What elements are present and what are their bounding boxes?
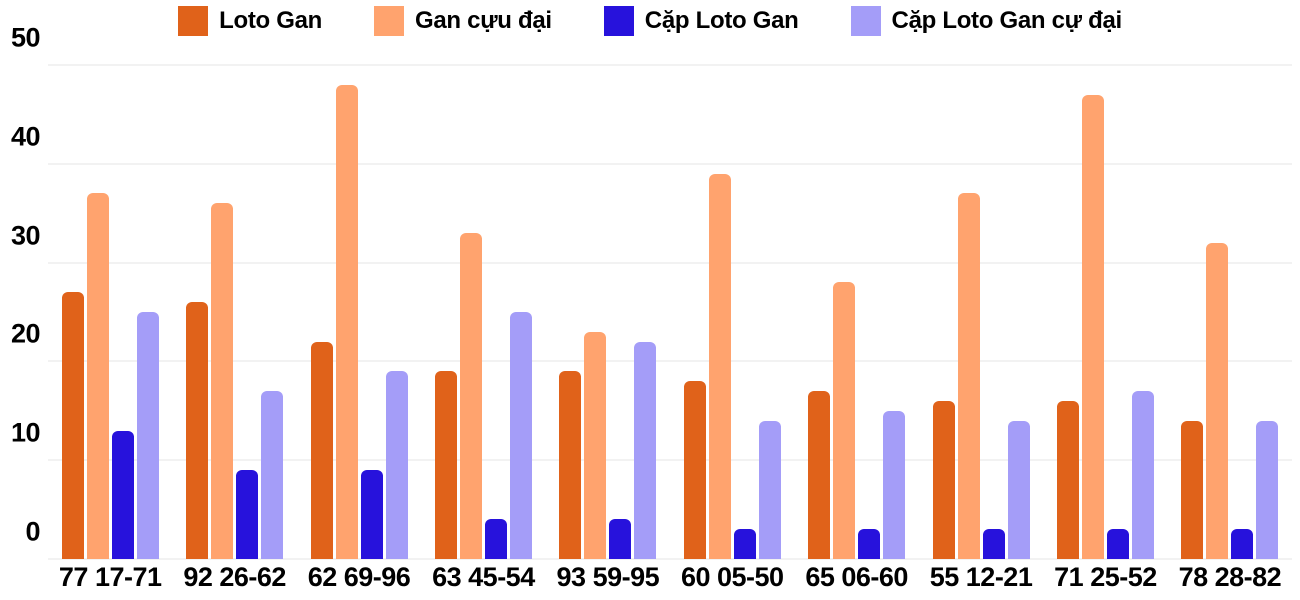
bar-series-3-group-1[interactable] [111, 430, 134, 559]
x-axis-category-label: 78 28-82 [1178, 562, 1282, 592]
legend: Loto Gan Gan cựu đại Cặp Loto Gan Cặp Loto … [0, 6, 1300, 36]
bar-group [670, 65, 794, 559]
bar-series-2-group-8[interactable] [957, 193, 980, 559]
x-axis-category-label: 65 06-60 [805, 562, 908, 592]
gridline [48, 459, 1292, 461]
bar-series-4-group-2[interactable] [261, 391, 284, 559]
bar-series-4-group-1[interactable] [136, 312, 159, 559]
bar-series-3-group-2[interactable] [236, 470, 259, 559]
legend-label: Gan cựu đại [415, 7, 552, 34]
bar-series-3-group-9[interactable] [1106, 529, 1129, 559]
bar-series-2-group-3[interactable] [335, 84, 358, 559]
bar-series-1-group-10[interactable] [1181, 420, 1204, 559]
legend-swatch-icon [850, 6, 881, 36]
gridline [48, 64, 1292, 66]
bar-series-1-group-1[interactable] [61, 292, 84, 559]
bar-series-1-group-6[interactable] [683, 381, 706, 559]
bar-group [172, 65, 296, 559]
bar-groups [48, 65, 1292, 559]
bar-series-2-group-9[interactable] [1081, 94, 1104, 559]
bar-series-3-group-7[interactable] [858, 529, 881, 559]
y-axis-tick-label: 10 [10, 417, 41, 448]
bar-series-2-group-5[interactable] [584, 331, 607, 559]
legend-label: Cặp Loto Gan cự đại [891, 7, 1123, 34]
gridline [48, 262, 1292, 264]
x-axis-category-label: 71 25-52 [1054, 562, 1157, 592]
y-axis-tick-label: 20 [10, 318, 41, 349]
bar-series-3-group-6[interactable] [733, 529, 756, 559]
legend-swatch-icon [603, 6, 634, 36]
bar-group [546, 65, 670, 559]
bar-series-4-group-10[interactable] [1256, 420, 1279, 559]
legend-item-series-4[interactable]: Cặp Loto Gan cự đại [850, 6, 1123, 36]
y-axis: 0 10 20 30 40 50 [0, 24, 41, 559]
bar-series-1-group-3[interactable] [310, 341, 333, 559]
bar-series-3-group-3[interactable] [360, 470, 383, 559]
bar-series-3-group-4[interactable] [484, 519, 507, 559]
y-axis-tick-label: 40 [10, 121, 41, 152]
legend-item-series-3[interactable]: Cặp Loto Gan [603, 6, 799, 36]
bar-series-4-group-3[interactable] [385, 371, 408, 559]
bar-series-2-group-2[interactable] [211, 203, 234, 559]
legend-label: Loto Gan [219, 7, 323, 34]
x-axis-category-label: 63 45-54 [432, 562, 535, 592]
bar-group [794, 65, 918, 559]
x-axis-category-label: 93 59-95 [556, 562, 660, 592]
bar-series-1-group-9[interactable] [1056, 400, 1079, 559]
bar-series-2-group-6[interactable] [708, 173, 731, 559]
bar-series-2-group-7[interactable] [833, 282, 856, 559]
bar-series-3-group-5[interactable] [609, 519, 632, 559]
legend-swatch-icon [178, 6, 209, 36]
bar-series-4-group-9[interactable] [1131, 391, 1154, 559]
bar-group [421, 65, 545, 559]
plot-area [48, 64, 1292, 560]
bar-group [48, 65, 172, 559]
gridline [48, 558, 1292, 560]
bar-series-1-group-7[interactable] [808, 391, 831, 559]
y-axis-tick-label: 30 [10, 220, 41, 251]
bar-series-2-group-10[interactable] [1206, 242, 1229, 559]
y-axis-tick-label: 0 [25, 516, 40, 547]
bar-series-4-group-8[interactable] [1007, 420, 1030, 559]
x-axis-category-label: 92 26-62 [183, 562, 286, 592]
bar-series-2-group-4[interactable] [459, 232, 482, 559]
gridline [48, 360, 1292, 362]
bar-series-1-group-4[interactable] [434, 371, 457, 559]
x-axis-category-label: 62 69-96 [307, 562, 411, 592]
bar-series-3-group-8[interactable] [982, 529, 1005, 559]
bar-series-1-group-5[interactable] [559, 371, 582, 559]
x-axis-category-label: 55 12-21 [929, 562, 1033, 592]
gridlines [48, 64, 1292, 560]
legend-swatch-icon [374, 6, 405, 36]
bar-series-1-group-8[interactable] [932, 400, 955, 559]
bar-series-4-group-7[interactable] [883, 410, 906, 559]
y-axis-tick-label: 50 [10, 22, 41, 53]
legend-label: Cặp Loto Gan [644, 7, 799, 34]
bar-series-2-group-1[interactable] [86, 193, 109, 559]
x-axis-category-label: 60 05-50 [680, 562, 784, 592]
bar-group [1043, 65, 1167, 559]
bar-group [297, 65, 421, 559]
x-axis-category-label: 77 17-71 [58, 562, 162, 592]
legend-item-series-2[interactable]: Gan cựu đại [374, 6, 552, 36]
legend-item-series-1[interactable]: Loto Gan [178, 6, 322, 36]
bar-group [919, 65, 1043, 559]
bar-series-4-group-5[interactable] [634, 341, 657, 559]
bar-series-4-group-4[interactable] [509, 312, 532, 559]
bar-series-3-group-10[interactable] [1231, 529, 1254, 559]
gridline [48, 163, 1292, 165]
bar-series-1-group-2[interactable] [186, 302, 209, 559]
bar-group [1168, 65, 1292, 559]
bar-series-4-group-6[interactable] [758, 420, 781, 559]
x-axis: 77 17-71 92 26-62 62 69-96 63 45-54 93 59-95… [48, 564, 1292, 591]
